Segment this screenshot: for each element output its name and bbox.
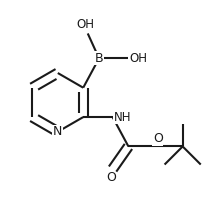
Text: O: O [153,132,163,145]
Text: OH: OH [130,52,147,65]
Text: O: O [107,171,116,184]
Text: B: B [95,52,103,65]
Text: OH: OH [77,18,94,31]
Text: NH: NH [114,110,131,124]
Text: N: N [53,125,63,138]
